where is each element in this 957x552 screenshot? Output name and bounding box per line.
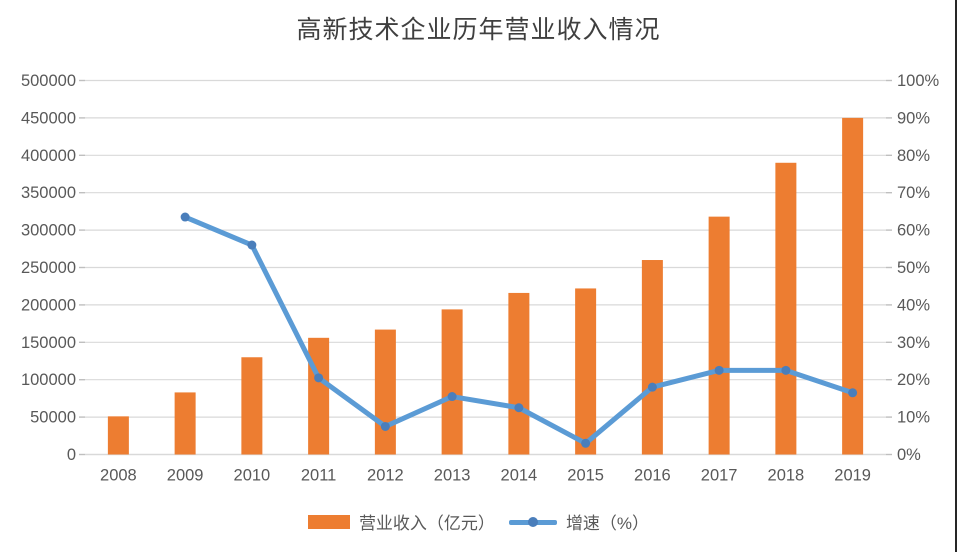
y-left-tick-label: 350000	[21, 184, 76, 202]
line-marker-2019	[848, 388, 858, 398]
x-tick-label: 2008	[100, 467, 137, 485]
bar-2010	[241, 357, 263, 455]
x-tick-label: 2018	[768, 467, 805, 485]
y-left-tick-label: 300000	[21, 222, 76, 240]
y-right-tick-label: 30%	[897, 334, 930, 352]
y-right-tick-label: 20%	[897, 371, 930, 389]
y-left-tick-label: 450000	[21, 109, 76, 127]
y-left-tick-label: 200000	[21, 296, 76, 314]
y-left-tick-label: 500000	[21, 72, 76, 90]
y-right-tick-label: 90%	[897, 109, 930, 127]
y-left-tick-label: 50000	[30, 409, 76, 427]
y-right-tick-label: 100%	[897, 72, 940, 90]
y-right-tick-label: 70%	[897, 184, 930, 202]
line-marker-2009	[180, 212, 190, 222]
y-right-tick-label: 0%	[897, 446, 921, 464]
line-marker-2015	[581, 438, 591, 448]
x-tick-label: 2016	[634, 467, 671, 485]
x-tick-label: 2010	[234, 467, 271, 485]
y-right-tick-label: 10%	[897, 409, 930, 427]
x-tick-label: 2019	[834, 467, 871, 485]
y-left-tick-label: 250000	[21, 259, 76, 277]
bar-2012	[374, 329, 396, 455]
line-marker-2014	[514, 403, 524, 413]
y-left-tick-label: 0	[67, 446, 76, 464]
legend-label-growth: 增速（%）	[565, 514, 650, 533]
growth-line-swatch-icon	[508, 515, 557, 529]
line-marker-2010	[247, 240, 257, 250]
bar-2018	[775, 162, 797, 455]
bar-2008	[107, 416, 129, 455]
x-tick-label: 2013	[434, 467, 471, 485]
image-right-border	[955, 0, 957, 552]
legend-label-revenue: 营业收入（亿元）	[358, 514, 495, 533]
legend-item-revenue: 营业收入（亿元）	[307, 509, 495, 534]
bar-2009	[174, 392, 196, 455]
x-tick-label: 2009	[167, 467, 204, 485]
y-left-tick-label: 100000	[21, 371, 76, 389]
y-right-tick-label: 60%	[897, 222, 930, 240]
bar-2016	[641, 260, 663, 455]
bar-2013	[441, 309, 463, 455]
line-marker-2018	[781, 365, 791, 375]
bar-2014	[508, 292, 530, 455]
bar-2011	[308, 337, 330, 455]
chart-title: 高新技术企业历年营业收入情况	[296, 15, 661, 44]
y-right-tick-label: 80%	[897, 147, 930, 165]
x-tick-label: 2012	[367, 467, 404, 485]
y-left-tick-label: 150000	[21, 334, 76, 352]
line-marker-2016	[647, 382, 657, 392]
line-marker-2011	[314, 373, 324, 383]
y-left-tick-label: 400000	[21, 147, 76, 165]
x-tick-label: 2014	[501, 467, 538, 485]
x-tick-label: 2011	[301, 467, 336, 485]
y-right-tick-label: 50%	[897, 259, 930, 277]
x-tick-label: 2017	[701, 467, 738, 485]
line-marker-2017	[714, 365, 724, 375]
chart-legend: 营业收入（亿元） 增速（%）	[0, 509, 957, 534]
line-marker-2013	[447, 392, 457, 402]
legend-item-growth: 增速（%）	[508, 509, 650, 534]
y-right-tick-label: 40%	[897, 296, 930, 314]
line-marker-2012	[380, 421, 390, 431]
revenue-bar-swatch-icon	[307, 514, 350, 529]
bar-2017	[708, 216, 730, 455]
bar-2015	[575, 288, 597, 455]
bar-2019	[842, 117, 864, 455]
x-tick-label: 2015	[567, 467, 604, 485]
